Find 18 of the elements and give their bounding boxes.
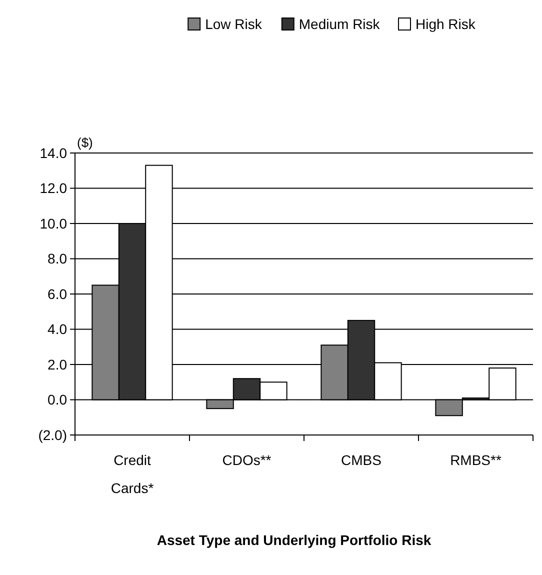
legend-label: Medium Risk [298, 16, 381, 32]
x-tick-label: RMBS** [450, 452, 502, 468]
y-tick-label: 0.0 [48, 392, 68, 408]
x-tick-label: CDOs** [222, 452, 272, 468]
y-tick-label: (2.0) [38, 426, 67, 443]
x-axis-title: Asset Type and Underlying Portfolio Risk [156, 532, 432, 548]
x-tick-label: Credit Cards* [110, 452, 154, 496]
y-tick-label: 12.0 [40, 180, 68, 196]
y-tick-label: 6.0 [48, 286, 68, 302]
legend-label: Low Risk [205, 16, 263, 32]
x-tick-label: CMBS [341, 452, 382, 468]
y-tick-label: 10.0 [40, 215, 68, 232]
y-tick-label: 8.0 [48, 250, 68, 267]
y-axis-title: ($) [77, 135, 93, 150]
y-tick-label: 2.0 [48, 356, 68, 372]
y-tick-label: 4.0 [48, 321, 68, 338]
legend-label: High Risk [416, 16, 476, 32]
y-tick-label: 14.0 [40, 144, 68, 161]
